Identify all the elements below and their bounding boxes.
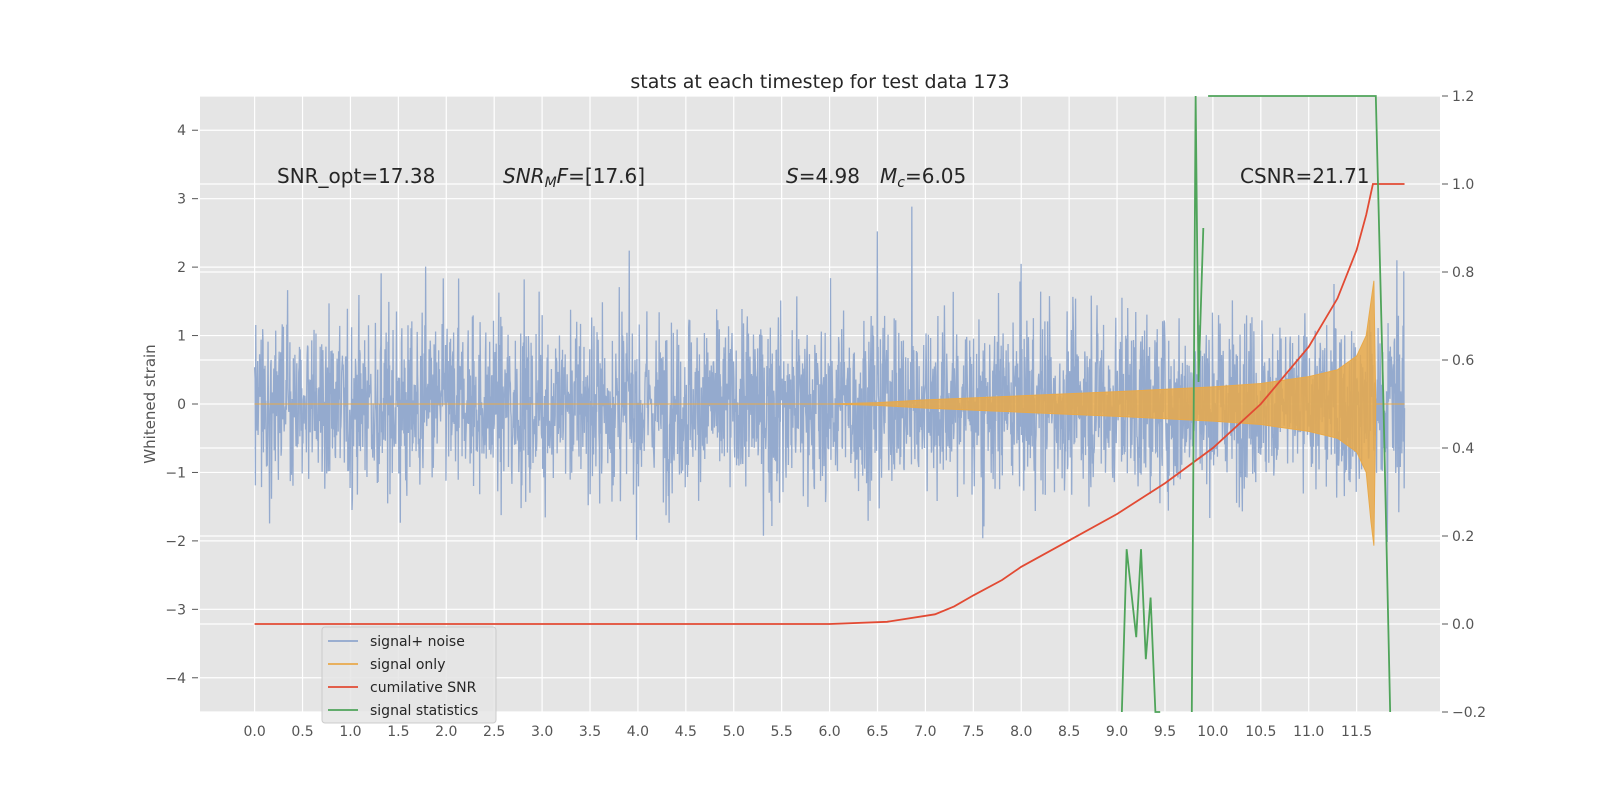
y2-tick-label: 0.4 xyxy=(1452,441,1474,457)
x-tick-label: 5.5 xyxy=(771,724,793,740)
x-tick-label: 0.0 xyxy=(243,724,265,740)
series-signal-statistics xyxy=(1190,95,1205,713)
y-tick-label: −3 xyxy=(165,602,186,618)
x-tick-label: 10.0 xyxy=(1197,724,1228,740)
y2-tick-label: 0.8 xyxy=(1452,265,1474,281)
annotation: Mc=6.05 xyxy=(880,164,966,191)
annotation-part: =4.98 xyxy=(799,164,860,188)
x-tick-label: 1.0 xyxy=(339,724,361,740)
x-tick-label: 9.5 xyxy=(1154,724,1176,740)
y-tick-label: −1 xyxy=(165,465,186,481)
y2-tick-label: 0.6 xyxy=(1452,353,1474,369)
x-tick-label: 2.5 xyxy=(483,724,505,740)
x-tick-label: 0.5 xyxy=(291,724,313,740)
x-tick-label: 4.5 xyxy=(675,724,697,740)
y-tick-label: −4 xyxy=(165,671,186,687)
legend-label: signal statistics xyxy=(370,703,478,719)
x-tick-label: 6.5 xyxy=(866,724,888,740)
y-tick-label: 1 xyxy=(177,329,186,345)
chart-title: stats at each timestep for test data 173 xyxy=(630,71,1009,93)
legend-label: cumilative SNR xyxy=(370,680,477,696)
annotation-part: M xyxy=(545,175,557,191)
annotation-part: =[17.6] xyxy=(568,164,645,188)
x-tick-label: 1.5 xyxy=(387,724,409,740)
annotation-part: M xyxy=(880,164,897,188)
y-tick-label: 3 xyxy=(177,192,186,208)
annotation-part: c xyxy=(897,175,905,191)
y-tick-label: −2 xyxy=(165,534,186,550)
annotation-part: SNR xyxy=(503,164,545,188)
legend-label: signal only xyxy=(370,657,445,673)
y-tick-label: 2 xyxy=(177,260,186,276)
y-axis-label: Whitened strain xyxy=(141,344,159,463)
y2-tick-label: 1.0 xyxy=(1452,177,1474,193)
annotation: SNRMF=[17.6] xyxy=(503,164,645,191)
series-signal-statistics xyxy=(1208,95,1392,713)
y2-tick-label: 1.2 xyxy=(1452,89,1474,105)
y2-tick-label: −0.2 xyxy=(1452,705,1486,721)
annotation-part: S xyxy=(786,164,799,188)
annotation-part: =6.05 xyxy=(905,164,966,188)
x-tick-label: 6.0 xyxy=(818,724,840,740)
x-tick-label: 8.0 xyxy=(1010,724,1032,740)
x-tick-label: 10.5 xyxy=(1245,724,1276,740)
series-signal-only xyxy=(254,280,1405,546)
annotations: SNR_opt=17.38 SNRMF=[17.6] S=4.98 Mc=6.05 CS… xyxy=(277,164,1370,191)
x-tick-label: 7.5 xyxy=(962,724,984,740)
series-signal-noise xyxy=(253,206,1406,543)
x-tick-label: 8.5 xyxy=(1058,724,1080,740)
legend: signal+ noise signal only cumilative SNR si… xyxy=(321,626,497,724)
annotation: SNR_opt=17.38 xyxy=(277,164,435,188)
x-tick-label: 11.0 xyxy=(1293,724,1324,740)
x-tick-label: 3.5 xyxy=(579,724,601,740)
series-signal-statistics xyxy=(1120,549,1161,713)
x-tick-label: 5.0 xyxy=(723,724,745,740)
x-tick-label: 9.0 xyxy=(1106,724,1128,740)
y-tick-label: 4 xyxy=(177,123,186,139)
x-tick-label: 3.0 xyxy=(531,724,553,740)
annotation: CSNR=21.71 xyxy=(1240,164,1370,188)
y2-tick-label: 0.0 xyxy=(1452,617,1474,633)
x-tick-label: 7.0 xyxy=(914,724,936,740)
y-tick-label: 0 xyxy=(177,397,186,413)
x-tick-label: 4.0 xyxy=(627,724,649,740)
x-tick-label: 2.0 xyxy=(435,724,457,740)
traces xyxy=(253,95,1406,713)
series-cumilative-snr xyxy=(254,183,1405,625)
legend-label: signal+ noise xyxy=(370,634,465,650)
legend-box xyxy=(321,626,497,724)
y2-tick-label: 0.2 xyxy=(1452,529,1474,545)
x-tick-label: 11.5 xyxy=(1341,724,1372,740)
annotation: S=4.98 xyxy=(786,164,860,188)
axes: 0.0 0.5 1.0 1.5 2.0 2.5 3.0 3.5 4.0 4.5 5.0 5.5 6.0 6… xyxy=(165,89,1486,740)
annotation-part: F xyxy=(557,164,569,188)
